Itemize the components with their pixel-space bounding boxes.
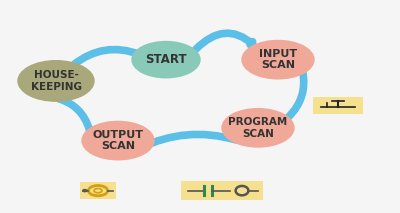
Text: START: START [145,53,187,66]
FancyBboxPatch shape [181,181,263,200]
Circle shape [242,40,314,79]
Text: OUTPUT
SCAN: OUTPUT SCAN [92,130,144,151]
Text: HOUSE-
KEEPING: HOUSE- KEEPING [30,70,82,92]
Text: INPUT
SCAN: INPUT SCAN [259,49,297,71]
Text: PROGRAM
SCAN: PROGRAM SCAN [228,117,288,139]
Circle shape [132,42,200,78]
Circle shape [222,109,294,147]
Circle shape [18,61,94,101]
FancyBboxPatch shape [80,182,116,199]
Circle shape [82,121,154,160]
FancyBboxPatch shape [313,97,363,114]
